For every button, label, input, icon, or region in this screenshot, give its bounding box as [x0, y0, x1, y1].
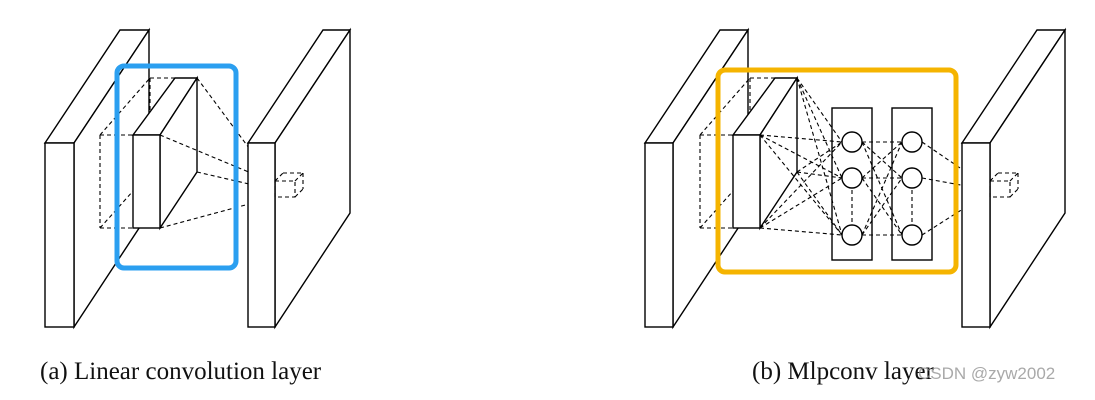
highlight-box-b — [715, 67, 959, 275]
conv-filter-a — [131, 75, 199, 231]
panel-b-mlpconv — [643, 27, 1067, 330]
output-neuron-b — [989, 172, 1019, 198]
output-neuron-a — [274, 172, 304, 198]
watermark: CSDN @zyw2002 — [918, 364, 1056, 383]
input-feature-map-b — [643, 27, 750, 330]
panel-a-linear-convolution — [43, 27, 352, 330]
output-feature-map-a — [246, 27, 352, 330]
input-feature-map-a — [43, 27, 151, 330]
highlight-box-a — [114, 63, 239, 271]
caption-linear-convolution: (a) Linear convolution layer — [40, 358, 322, 385]
mlp-layer-2 — [891, 107, 933, 261]
connections-input-to-layer1 — [759, 77, 843, 236]
output-feature-map-b — [960, 27, 1067, 330]
caption-mlpconv: (b) Mlpconv layer — [752, 358, 934, 385]
conv-patch-b — [731, 75, 799, 231]
connections-layer1-to-layer2 — [861, 141, 903, 236]
